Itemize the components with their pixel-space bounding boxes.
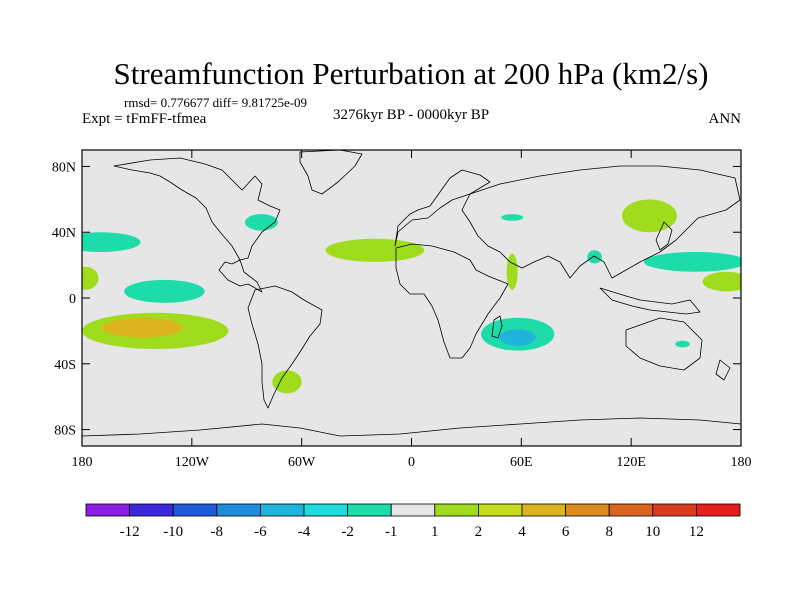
anomaly-1 (82, 266, 99, 290)
anomaly-16 (675, 340, 690, 348)
colorbar-swatch-12 (608, 503, 654, 517)
axis-labels: 180 120W 60W 0 60E 120E 180 80N 40N 0 40S 80S (52, 160, 752, 470)
colorbar-label: 4 (518, 524, 526, 540)
axis-ticks (81, 150, 742, 446)
colorbar-swatch-1 (129, 503, 174, 517)
x-tick-label: 120E (616, 455, 646, 470)
x-tick-label: 60E (510, 455, 533, 470)
colorbar-label: -8 (211, 524, 224, 540)
y-tick-label: 40S (54, 358, 76, 373)
y-tick-label: 80N (52, 160, 76, 175)
anomaly-5 (244, 214, 278, 231)
coastline-greenland (299, 150, 363, 195)
period-label: 3276kyr BP - 0000kyr BP (333, 107, 489, 123)
coastline-antarctica (82, 417, 741, 437)
anomaly-12 (587, 250, 602, 264)
anomaly-7 (272, 370, 302, 394)
anomaly-8 (501, 214, 524, 221)
colorbar-swatch-11 (565, 503, 610, 517)
colorbar-label: -4 (298, 524, 311, 540)
colorbar-label: -12 (120, 524, 140, 540)
colorbar-swatch-13 (652, 503, 697, 517)
x-tick-label: 180 (731, 455, 752, 470)
y-tick-label: 80S (54, 424, 76, 439)
colorbar-swatch-6 (347, 503, 392, 517)
anomaly-6 (325, 238, 425, 262)
colorbar-label: 12 (689, 524, 704, 540)
anomaly-15 (702, 271, 741, 292)
coastline-new-zealand (715, 359, 731, 381)
coastline-australia (625, 317, 703, 371)
colorbar-swatch-7 (390, 503, 436, 517)
colorbar-swatch-2 (172, 503, 218, 517)
x-tick-label: 0 (408, 455, 415, 470)
colorbar-label: -6 (254, 524, 267, 540)
colorbar-label: 2 (475, 524, 483, 540)
anomaly-2 (124, 279, 205, 303)
x-tick-label: 60W (288, 455, 316, 470)
experiment-label: Expt = tFmFF-tfmea (82, 111, 207, 127)
season-label: ANN (709, 111, 742, 127)
coastline-africa (395, 243, 509, 359)
colorbar-swatch-5 (303, 503, 348, 517)
y-tick-label: 0 (69, 292, 76, 307)
colorbar-swatch-3 (216, 503, 261, 517)
colorbar-label: 10 (645, 524, 660, 540)
anomaly-0 (82, 232, 141, 252)
x-tick-label: 120W (175, 455, 210, 470)
colorbar-swatch-14 (696, 503, 741, 517)
colorbar-label: -1 (385, 524, 398, 540)
coastline-asia (461, 165, 741, 279)
colorbar-swatch-4 (259, 503, 305, 517)
anomaly-9 (506, 253, 518, 290)
coastline-south-america (247, 285, 323, 409)
anomaly-4 (102, 317, 183, 338)
coastline-north-america (113, 157, 281, 293)
colorbar-label: -10 (163, 524, 183, 540)
colorbar-label: 1 (431, 524, 439, 540)
colorbar-label: 8 (605, 524, 613, 540)
chart-title: Streamfunction Perturbation at 200 hPa (… (114, 56, 709, 91)
coastline-madagascar (491, 315, 503, 339)
colorbar-swatch-8 (434, 503, 479, 517)
stats-line: rmsd= 0.776677 diff= 9.81725e-09 (124, 95, 307, 110)
colorbar-label: 6 (562, 524, 570, 540)
y-tick-label: 40N (52, 226, 76, 241)
colorbar: -12 -10 -8 -6 -4 -2 -1 1 2 4 6 8 10 12 (85, 503, 741, 540)
colorbar-label: -2 (341, 524, 354, 540)
coastlines (82, 150, 741, 437)
coastline-europe (394, 169, 491, 247)
anomaly-13 (622, 199, 677, 233)
colorbar-swatch-9 (477, 503, 523, 517)
colorbar-swatch-0 (85, 503, 130, 517)
coastline-japan (655, 221, 673, 251)
anomaly-11 (499, 329, 536, 346)
x-tick-label: 180 (72, 455, 93, 470)
anomaly-14 (643, 251, 741, 272)
colorbar-swatch-10 (521, 503, 566, 517)
coastline-maritime-continent (599, 287, 701, 315)
